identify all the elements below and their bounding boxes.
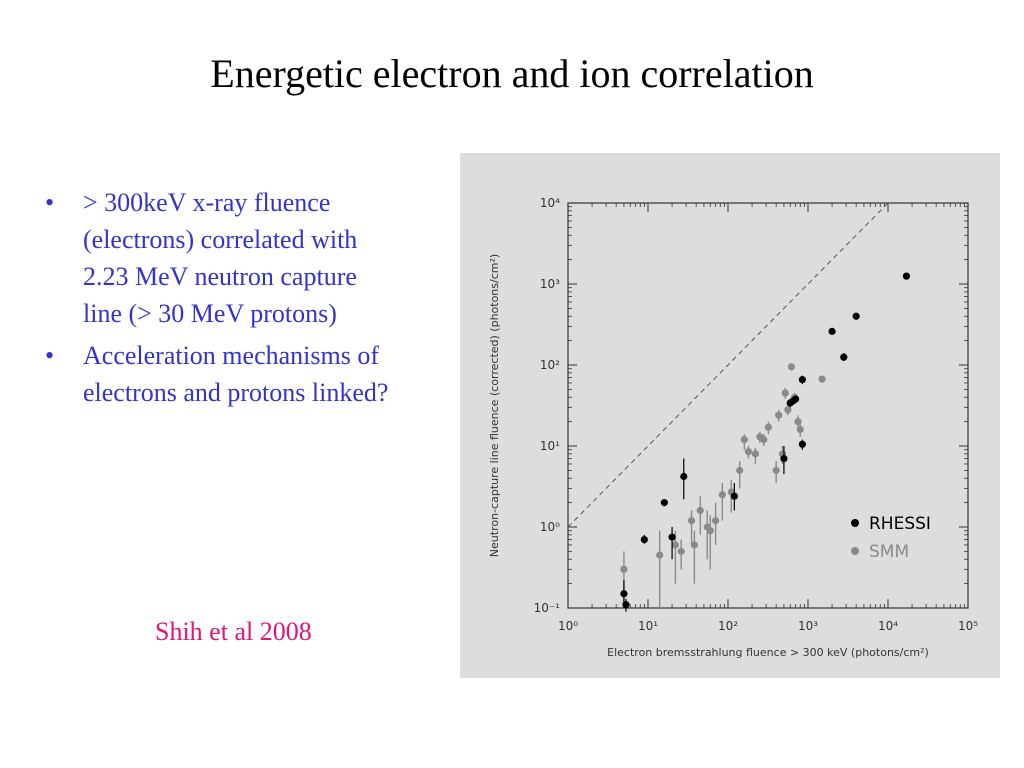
bullet-item: > 300keV x-ray fluence (electrons) corre… — [45, 184, 390, 332]
scatter-chart: 10⁰ 10¹ 10² 10³ 10⁴ 10⁵ 10⁻¹ 10⁰ 10¹ 10² 10³ 10⁴ Ele… — [488, 196, 978, 659]
rhessi-point — [680, 472, 688, 481]
smm-point — [696, 506, 704, 515]
legend-marker — [851, 519, 859, 527]
rhessi-point — [828, 327, 836, 335]
bullet-item: Acceleration mechanisms of electrons and… — [45, 337, 390, 411]
smm-point — [677, 547, 685, 555]
x-tick-label: 10¹ — [638, 619, 658, 633]
chart-figure: 10⁰ 10¹ 10² 10³ 10⁴ 10⁵ 10⁻¹ 10⁰ 10¹ 10² 10³ 10⁴ Ele… — [460, 153, 1000, 678]
x-tick-label: 10² — [718, 619, 738, 633]
smm-point — [764, 423, 773, 431]
rhessi-point — [780, 454, 788, 463]
y-tick-label: 10¹ — [540, 439, 560, 453]
legend-marker — [851, 547, 859, 555]
rhessi-point — [852, 312, 860, 320]
smm-point — [772, 466, 780, 474]
smm-point — [712, 516, 720, 525]
rhessi-point — [798, 376, 806, 384]
rhessi-point — [640, 535, 648, 544]
rhessi-point — [622, 601, 630, 609]
legend: RHESSI SMM — [851, 514, 931, 562]
y-tick-label: 10³ — [540, 277, 560, 291]
smm-point — [775, 411, 783, 419]
smm-point — [787, 363, 795, 371]
x-tick-label: 10⁵ — [958, 619, 978, 633]
y-tick-label: 10² — [540, 358, 560, 372]
x-tick-label: 10³ — [798, 619, 818, 633]
y-tick-label: 10⁰ — [540, 520, 560, 534]
rhessi-point — [902, 272, 911, 280]
rhessi-point — [730, 492, 738, 500]
y-tick-label: 10⁴ — [540, 196, 560, 210]
legend-label: RHESSI — [869, 514, 931, 534]
rhessi-point — [668, 533, 676, 541]
smm-point — [784, 406, 792, 414]
smm-point — [781, 389, 789, 397]
plot-frame — [567, 202, 969, 609]
rhessi-point — [840, 353, 848, 361]
x-tick-label: 10⁰ — [558, 619, 578, 633]
citation: Shih et al 2008 — [155, 617, 312, 646]
rhessi-point — [620, 590, 628, 598]
smm-point — [751, 450, 759, 458]
smm-point — [687, 516, 696, 525]
smm-point — [818, 375, 826, 383]
rhessi-point — [798, 440, 806, 448]
reference-line — [567, 202, 889, 528]
smm-point — [671, 541, 679, 549]
rhessi-series-layer — [620, 272, 911, 612]
legend-label: SMM — [869, 542, 909, 562]
x-tick-label: 10⁴ — [878, 619, 898, 633]
axes-layer: 10⁰ 10¹ 10² 10³ 10⁴ 10⁵ 10⁻¹ 10⁰ 10¹ 10² 10³ 10⁴ Ele… — [488, 196, 978, 659]
smm-point — [760, 435, 768, 444]
reference-line-layer — [567, 202, 889, 528]
smm-point — [736, 466, 744, 474]
y-axis-label: Neutron-capture line fluence (corrected)… — [488, 254, 501, 557]
bullet-list: > 300keV x-ray fluence (electrons) corre… — [45, 184, 390, 416]
smm-point — [794, 418, 802, 426]
smm-point — [690, 541, 698, 549]
y-tick-label: 10⁻¹ — [534, 601, 561, 615]
rhessi-point — [660, 499, 668, 507]
smm-point — [796, 425, 804, 434]
smm-point — [620, 565, 628, 573]
x-axis-label: Electron bremsstrahlung fluence > 300 ke… — [607, 646, 929, 659]
smm-point — [744, 448, 753, 456]
slide-title: Energetic electron and ion correlation — [210, 51, 814, 96]
smm-point — [740, 435, 748, 444]
smm-point — [656, 551, 664, 559]
rhessi-point — [789, 397, 797, 405]
smm-point — [718, 491, 726, 499]
smm-point — [706, 527, 714, 535]
